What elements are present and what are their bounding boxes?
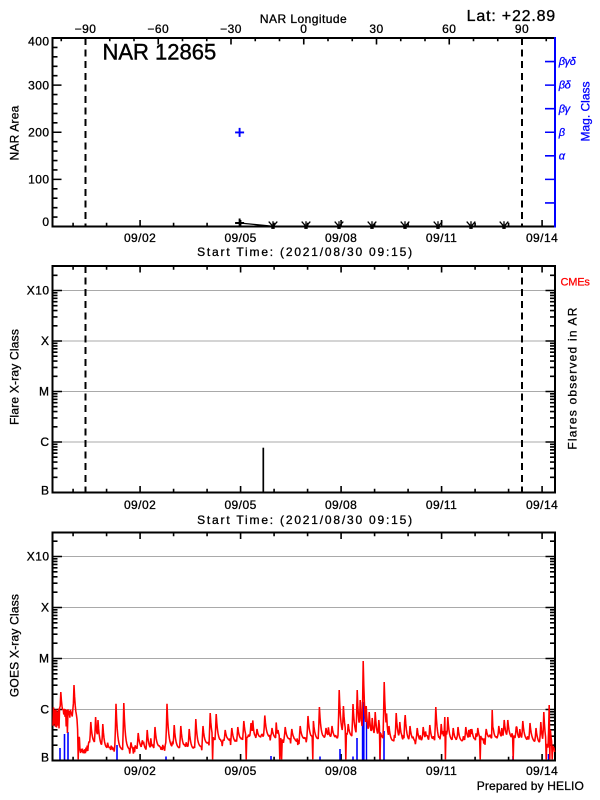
svg-text:09/02: 09/02 bbox=[124, 231, 156, 245]
svg-text:βγ: βγ bbox=[558, 103, 572, 115]
svg-text:M: M bbox=[39, 385, 49, 399]
svg-text:Flares observed in AR: Flares observed in AR bbox=[566, 306, 580, 449]
svg-text:Prepared by HELIO: Prepared by HELIO bbox=[477, 779, 584, 793]
svg-text:100: 100 bbox=[28, 172, 49, 186]
svg-text:C: C bbox=[40, 703, 49, 717]
svg-text:NAR Area: NAR Area bbox=[8, 105, 22, 160]
svg-text:GOES X-ray Class: GOES X-ray Class bbox=[8, 594, 22, 697]
svg-text:09/14: 09/14 bbox=[526, 231, 558, 245]
svg-text:Mag. Class: Mag. Class bbox=[578, 81, 592, 141]
svg-text:Start Time: (2021/08/30 09:15): Start Time: (2021/08/30 09:15) bbox=[197, 245, 414, 259]
svg-text:09/08: 09/08 bbox=[325, 764, 357, 778]
svg-text:NAR 12865: NAR 12865 bbox=[103, 40, 217, 65]
svg-text:300: 300 bbox=[28, 79, 49, 93]
svg-text:09/14: 09/14 bbox=[526, 498, 558, 512]
svg-text:90: 90 bbox=[515, 22, 529, 36]
svg-text:X10: X10 bbox=[27, 550, 50, 564]
svg-text:0: 0 bbox=[42, 215, 49, 229]
svg-text:200: 200 bbox=[28, 126, 49, 140]
svg-text:09/11: 09/11 bbox=[426, 231, 457, 245]
svg-text:Start Time: (2021/08/30 09:15): Start Time: (2021/08/30 09:15) bbox=[197, 513, 414, 527]
svg-text:B: B bbox=[41, 751, 49, 765]
svg-text:09/08: 09/08 bbox=[325, 498, 357, 512]
svg-text:09/14: 09/14 bbox=[526, 764, 558, 778]
svg-text:30: 30 bbox=[369, 22, 383, 36]
svg-text:C: C bbox=[40, 435, 49, 449]
svg-text:0: 0 bbox=[300, 22, 307, 36]
svg-text:NAR Longitude: NAR Longitude bbox=[260, 12, 347, 26]
svg-text:−60: −60 bbox=[147, 22, 169, 36]
svg-text:09/11: 09/11 bbox=[426, 764, 457, 778]
svg-text:βγδ: βγδ bbox=[558, 56, 577, 68]
svg-text:α: α bbox=[559, 150, 566, 162]
svg-text:−90: −90 bbox=[75, 22, 97, 36]
svg-text:Lat: +22.89: Lat: +22.89 bbox=[467, 8, 556, 25]
svg-text:βδ: βδ bbox=[558, 80, 572, 92]
svg-text:09/02: 09/02 bbox=[124, 764, 156, 778]
svg-text:09/11: 09/11 bbox=[426, 498, 457, 512]
svg-text:09/08: 09/08 bbox=[325, 231, 357, 245]
svg-text:M: M bbox=[39, 652, 49, 666]
svg-text:β: β bbox=[558, 127, 566, 139]
svg-text:B: B bbox=[41, 484, 49, 498]
svg-text:X: X bbox=[41, 334, 49, 348]
svg-text:Flare X-ray Class: Flare X-ray Class bbox=[8, 329, 22, 425]
svg-text:CMEs: CMEs bbox=[561, 277, 591, 289]
svg-text:09/05: 09/05 bbox=[224, 231, 256, 245]
svg-text:X10: X10 bbox=[27, 284, 50, 298]
svg-text:60: 60 bbox=[442, 22, 456, 36]
svg-text:09/02: 09/02 bbox=[124, 498, 156, 512]
svg-text:−30: −30 bbox=[220, 22, 242, 36]
svg-text:X: X bbox=[41, 601, 49, 615]
svg-text:400: 400 bbox=[28, 34, 49, 48]
svg-text:09/05: 09/05 bbox=[224, 498, 256, 512]
svg-text:09/05: 09/05 bbox=[224, 764, 256, 778]
